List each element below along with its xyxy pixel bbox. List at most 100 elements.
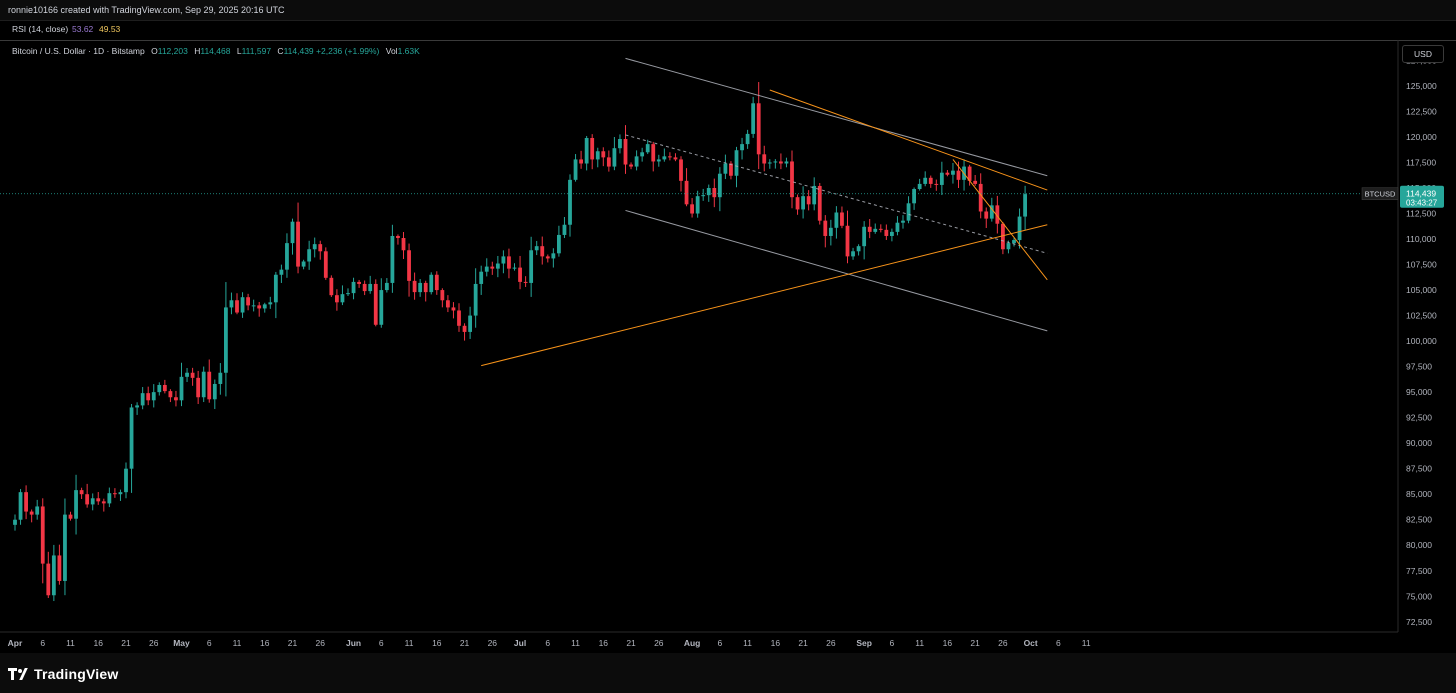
candle (418, 279, 423, 297)
candle (540, 236, 545, 265)
candle (773, 159, 778, 169)
candle (346, 288, 350, 297)
candle (168, 389, 173, 403)
symbol-tag-label: BTCUSD (1365, 190, 1396, 199)
candle-body (129, 407, 134, 469)
candle (218, 363, 223, 395)
candle-body (823, 220, 828, 236)
candle (157, 382, 162, 396)
candle (656, 154, 661, 167)
candle (612, 137, 617, 171)
candle-body (973, 180, 978, 184)
candle (1023, 185, 1027, 231)
price-tick-label: 92,500 (1406, 413, 1432, 423)
candle (107, 487, 112, 508)
rsi-pane-header[interactable]: RSI (14, close) 53.62 49.53 (0, 20, 1456, 41)
candle (390, 224, 395, 293)
candle (534, 240, 539, 256)
candle-body (1006, 243, 1011, 250)
price-chart[interactable]: 72,500 75,000 77,500 80,000 82,500 85,000 87,5… (0, 0, 1456, 653)
candle (318, 240, 323, 260)
candle-body (207, 371, 212, 400)
candle (224, 282, 228, 397)
candle-body (146, 393, 151, 401)
candle (817, 182, 822, 225)
time-tick-label: 21 (970, 638, 980, 648)
candle (57, 544, 62, 585)
candle (995, 195, 1000, 234)
candle-body (196, 377, 201, 398)
price-tick-label: 72,500 (1406, 617, 1432, 627)
candle-body (18, 492, 23, 520)
candle (124, 462, 128, 499)
candle (706, 184, 711, 202)
candle-body (573, 159, 578, 180)
candle (468, 306, 472, 339)
candles (13, 82, 1027, 602)
candle (101, 498, 106, 512)
candle-body (601, 151, 606, 158)
time-tick-label: May (173, 638, 190, 648)
candle (396, 234, 400, 245)
candle-body (989, 205, 994, 219)
candle-body (190, 372, 195, 378)
candle-body (834, 212, 839, 228)
candle-body (257, 305, 262, 309)
candle (407, 243, 411, 297)
candle-body (568, 179, 572, 225)
candle (79, 487, 84, 500)
candle (51, 544, 56, 602)
candle-body (379, 290, 384, 325)
candle-body (423, 282, 428, 293)
candle-body (873, 228, 878, 232)
candle (673, 153, 678, 162)
candle-body (623, 139, 628, 165)
candle (140, 387, 145, 410)
symbol-title[interactable]: Bitcoin / U.S. Dollar · 1D · Bitstamp (12, 46, 145, 56)
candle (662, 148, 667, 162)
candle-body (240, 297, 245, 313)
time-tick-label: 11 (743, 638, 752, 648)
candle-body (518, 267, 522, 282)
candle-body (751, 103, 756, 134)
candle (1017, 208, 1022, 249)
candle (756, 82, 761, 170)
candle-body (917, 183, 922, 190)
low-value: 111,597 (241, 46, 272, 56)
candle (562, 216, 567, 239)
time-tick-label: 26 (654, 638, 664, 648)
candle-body (29, 511, 34, 515)
candle-body (740, 144, 744, 151)
time-tick-label: 16 (260, 638, 270, 648)
candle-body (118, 492, 123, 495)
candle-body (90, 498, 95, 505)
tradingview-logo[interactable]: TradingView (8, 665, 118, 683)
candle (273, 271, 278, 319)
candle-body (612, 148, 617, 167)
candle (207, 359, 212, 403)
candle-body (862, 226, 867, 247)
candle (451, 302, 456, 319)
candle-body (562, 224, 567, 235)
candle-body (235, 300, 239, 313)
candle-body (851, 251, 855, 257)
symbol-legend: Bitcoin / U.S. Dollar · 1D · Bitstamp O1… (12, 46, 420, 56)
candle-body (162, 384, 167, 392)
candle (118, 489, 123, 501)
candle-body (845, 225, 850, 257)
candle-body (224, 307, 228, 373)
price-tick-label: 87,500 (1406, 464, 1432, 474)
candle-body (468, 315, 472, 332)
candle-body (135, 405, 139, 408)
candle (623, 125, 628, 174)
candle (784, 157, 789, 168)
currency-button[interactable]: USD (1402, 45, 1444, 63)
time-tick-label: 21 (626, 638, 636, 648)
candle-body (978, 183, 983, 212)
candle-body (168, 391, 173, 398)
rsi-label[interactable]: RSI (14, close) (12, 24, 69, 34)
candle-body (318, 244, 323, 252)
candle-body (656, 159, 661, 162)
candle-body (251, 305, 256, 307)
candle (146, 386, 151, 406)
